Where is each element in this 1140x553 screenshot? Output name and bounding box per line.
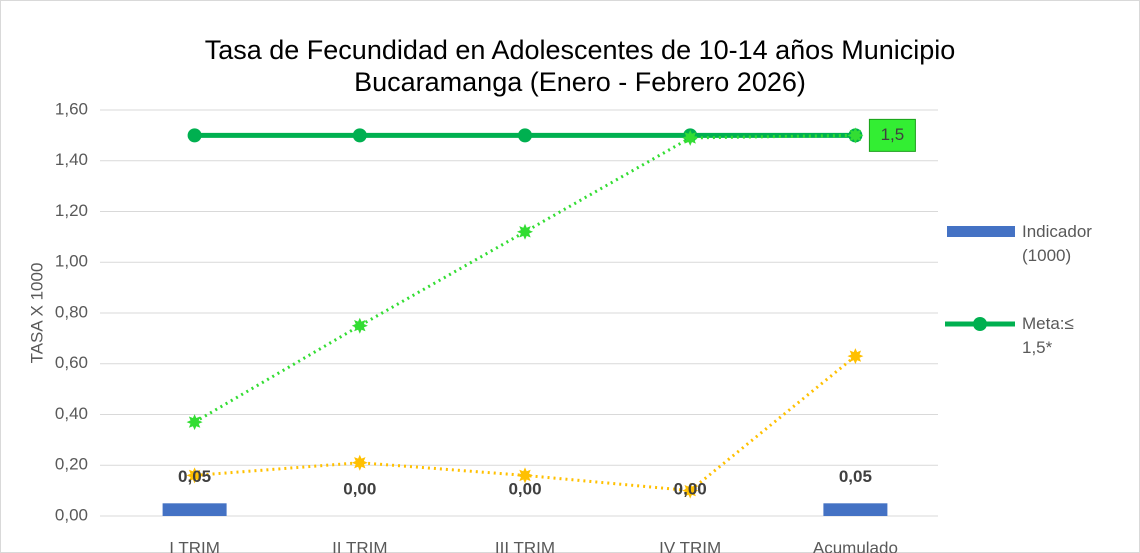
marker [352,128,367,143]
bar-value-label: 0,00 [674,479,707,498]
y-tick-label: 0,60 [55,353,88,372]
legend-entry: Indicador (1000) [1022,222,1092,265]
y-tick-label: 0,00 [55,505,88,524]
marker [682,482,699,499]
x-tick-label: II TRIM [332,538,387,553]
bar-value-label: 0,00 [343,479,376,498]
bar-value-label: 0,05 [178,467,211,486]
marker [682,129,699,146]
marker [847,348,864,365]
legend-entry: Meta:≤ 1,5* [1022,314,1074,357]
marker [351,317,368,334]
y-tick-label: 1,60 [55,99,88,118]
y-tick-label: 0,20 [55,455,88,474]
data-label-box [868,118,916,152]
legend-marker [973,317,987,331]
line-value-label: 1,5 [881,125,905,144]
y-tick-label: 1,20 [55,201,88,220]
marker [517,223,533,240]
marker [186,414,203,431]
y-axis-label: TASA X 1000 [27,263,46,364]
x-tick-label: I TRIM [169,538,220,553]
y-tick-label: 0,80 [55,302,88,321]
bar-value-label: 0,00 [508,479,541,498]
marker [187,128,202,143]
marker [518,128,532,143]
x-tick-label: Acumulado [813,538,898,553]
bar-value-label: 0,05 [839,467,872,486]
marker [351,454,368,471]
line-series [193,133,856,424]
bar [823,503,888,516]
y-tick-label: 1,00 [55,252,88,271]
marker [186,467,203,484]
legend-swatch [947,226,1015,237]
x-tick-label: III TRIM [495,538,555,553]
marker [847,127,864,144]
bar [162,503,227,516]
y-tick-label: 1,40 [55,150,88,169]
marker [517,467,533,484]
chart-title: Tasa de Fecundidad en Adolescentes de 10… [204,35,956,97]
x-tick-label: IV TRIM [659,538,721,553]
y-tick-label: 0,40 [55,404,88,423]
